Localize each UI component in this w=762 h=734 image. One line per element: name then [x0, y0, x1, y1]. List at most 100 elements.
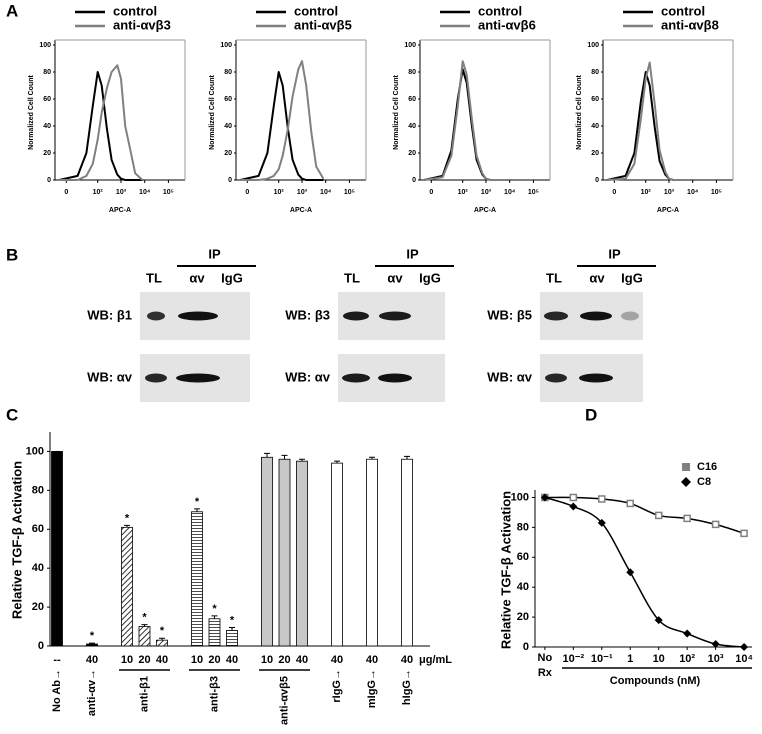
- x-tick-label: 10: [191, 654, 203, 666]
- x-tick-label: 10: [121, 654, 133, 666]
- y-tick-label: 40: [224, 123, 232, 130]
- y-axis-label: Normalized Cell Count: [28, 75, 35, 150]
- significance-mark: *: [195, 496, 200, 508]
- point: [597, 518, 606, 527]
- ip-label: IP: [208, 246, 221, 261]
- y-tick-label: 80: [408, 69, 416, 76]
- group-label: hIgG→: [401, 669, 413, 705]
- y-tick-label: 60: [591, 96, 599, 103]
- point: [711, 520, 720, 529]
- band: [544, 311, 568, 321]
- x-tick-label: 10⁵: [163, 189, 174, 196]
- x-axis-label: APC-A: [474, 207, 496, 214]
- x-tick-label: 10⁴: [320, 189, 332, 196]
- x-tick-label: 10³: [664, 189, 675, 196]
- group-label: No Ab→: [51, 669, 63, 712]
- y-tick-label: 60: [408, 96, 416, 103]
- y-tick-label: 0: [228, 177, 232, 184]
- lane-label: IgG: [621, 270, 643, 285]
- x-tick-label: 0: [612, 189, 616, 196]
- histogram-curve: [423, 68, 508, 181]
- x-tick-label: No Rx: [537, 652, 553, 679]
- y-tick-label: 40: [591, 123, 599, 130]
- x-tick-label: 10²: [679, 653, 695, 665]
- error-bar: [194, 508, 200, 512]
- y-tick-label: 80: [224, 69, 232, 76]
- row-label: WB: αv: [285, 369, 331, 384]
- legend-label: control: [478, 3, 522, 18]
- x-tick-label: 40: [331, 654, 343, 666]
- group-label: mIgG→: [366, 669, 378, 708]
- error-bar: [264, 452, 270, 458]
- bar: [191, 511, 203, 647]
- panel-letter: D: [585, 405, 597, 424]
- point: [711, 640, 720, 649]
- bar: [156, 639, 168, 647]
- y-tick-label: 60: [517, 551, 529, 563]
- x-tick-label: 10³: [116, 189, 127, 196]
- legend-label: control: [661, 3, 705, 18]
- x-tick-label: 40: [156, 654, 168, 666]
- band: [378, 373, 412, 383]
- point: [683, 629, 692, 638]
- y-tick-label: 0: [523, 641, 529, 653]
- lane-label: IgG: [419, 270, 441, 285]
- bar: [138, 626, 151, 647]
- y-tick-label: 0: [38, 640, 44, 652]
- y-tick-label: 40: [408, 123, 416, 130]
- point: [626, 568, 635, 577]
- histogram-curve: [239, 71, 324, 181]
- bar: [261, 456, 273, 647]
- row-label: WB: αv: [87, 369, 133, 384]
- significance-mark: *: [125, 512, 130, 524]
- ip-label: IP: [608, 246, 621, 261]
- band: [343, 311, 369, 321]
- point: [626, 499, 634, 508]
- group-label: anti-αv→: [86, 669, 98, 716]
- x-axis-label: APC-A: [290, 207, 312, 214]
- row-label: WB: β1: [87, 307, 132, 322]
- x-tick-label: 10⁻¹: [591, 653, 613, 665]
- x-tick-label: 10³: [708, 653, 724, 665]
- x-tick-label: 40: [226, 654, 238, 666]
- y-tick-label: 100: [26, 445, 44, 457]
- band: [545, 373, 567, 383]
- x-tick-label: 10²: [93, 189, 104, 196]
- y-tick-label: 80: [591, 69, 599, 76]
- point: [740, 529, 748, 538]
- point: [683, 514, 691, 523]
- legend-label: C8: [697, 476, 711, 488]
- x-tick-label: 40: [86, 654, 98, 666]
- y-tick-label: 60: [43, 96, 51, 103]
- x-tick-label: 10⁻²: [562, 653, 584, 665]
- x-tick-label: 0: [429, 189, 433, 196]
- x-tick-label: --: [53, 654, 61, 666]
- x-tick-label: 10⁴: [687, 189, 699, 196]
- y-tick-label: 20: [43, 150, 51, 157]
- x-tick-label: 20: [278, 654, 290, 666]
- y-axis-label: Normalized Cell Count: [209, 75, 216, 150]
- x-axis-label: Compounds (nM): [610, 675, 701, 687]
- legend-label: control: [294, 3, 338, 18]
- x-tick-label: 20: [208, 654, 220, 666]
- error-bar: [404, 455, 410, 460]
- significance-mark: *: [142, 612, 147, 624]
- x-tick-label: 10⁴: [504, 189, 516, 196]
- band: [580, 311, 612, 321]
- x-tick-label: 10⁴: [735, 653, 753, 665]
- error-bar: [369, 456, 375, 460]
- x-tick-label: 10⁵: [528, 189, 539, 196]
- x-tick-label: 10²: [641, 189, 652, 196]
- legend-marker: [681, 477, 691, 487]
- error-bar: [141, 624, 148, 627]
- lane-label: TL: [146, 270, 162, 285]
- y-tick-label: 80: [32, 484, 44, 496]
- curve: [544, 496, 745, 648]
- y-tick-label: 100: [404, 42, 416, 49]
- point: [569, 502, 578, 511]
- y-tick-label: 20: [517, 611, 529, 623]
- panel-letter: A: [6, 1, 18, 20]
- bar: [208, 618, 221, 647]
- y-tick-label: 40: [517, 581, 529, 593]
